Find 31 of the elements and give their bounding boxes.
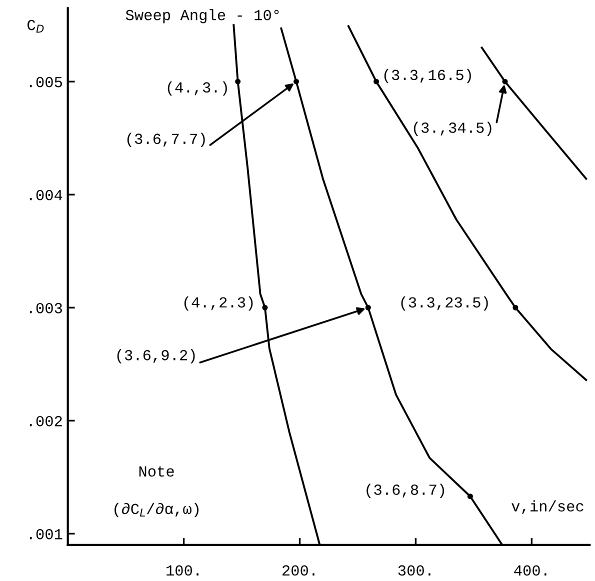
point: [293, 78, 300, 84]
point: [235, 78, 241, 84]
y-tick-label: .001: [30, 528, 62, 540]
line-series: [347, 25, 588, 381]
y-tick-label: .004: [30, 190, 62, 200]
annotation: (3.3,23.5): [401, 296, 488, 311]
y-tick-label: .005: [30, 76, 62, 88]
x-tick-label: 400.: [514, 565, 546, 576]
annotation: (3.,34.5): [414, 122, 492, 136]
point: [467, 494, 473, 500]
annotation: (∂C$_{L}$/∂α,ω): [114, 502, 198, 518]
x-tick-label: 200.: [282, 565, 314, 576]
point: [262, 304, 268, 310]
annotation: (3.6,7.7): [127, 132, 205, 148]
annotation: (3.6,9.2): [117, 349, 195, 364]
annotation: (4.,2.3): [184, 296, 253, 311]
point: [512, 304, 518, 310]
annotation: (3.6,8.7): [366, 484, 444, 498]
point: [374, 78, 380, 84]
chart-title: Sweep Angle - 10°: [126, 9, 279, 24]
point: [365, 304, 371, 310]
x-tick-label: 100.: [166, 565, 198, 576]
x-tick-label: 300.: [398, 565, 430, 576]
annotation: (4.,3.): [168, 81, 227, 96]
y-axis-title: C$_{D}$: [28, 20, 44, 33]
x-axis-title: v,in/sec: [512, 500, 584, 514]
annotation: Note: [139, 466, 174, 477]
annotation: (3.3,16.5): [384, 68, 471, 84]
y-tick-label: .002: [30, 416, 62, 426]
point: [502, 78, 508, 84]
y-tick-label: .003: [30, 302, 62, 314]
